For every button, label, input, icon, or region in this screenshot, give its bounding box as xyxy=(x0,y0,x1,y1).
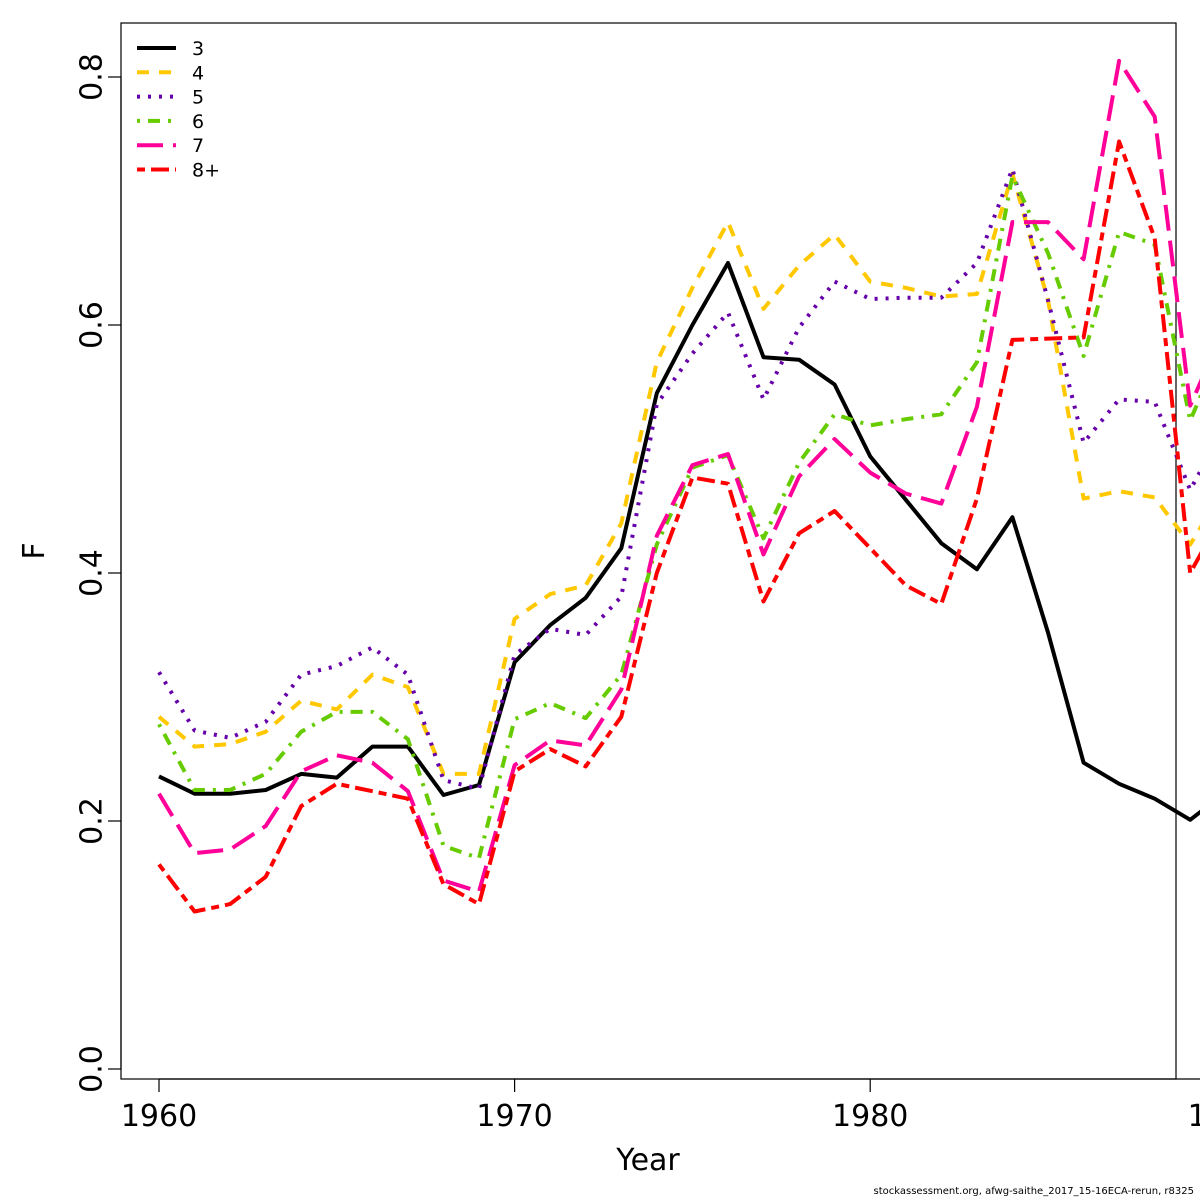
legend-label: 4 xyxy=(192,62,204,84)
legend-label: 5 xyxy=(192,87,204,109)
legend-label: 7 xyxy=(192,135,204,157)
legend-label: 3 xyxy=(192,38,204,60)
y-tick-label: 0.6 xyxy=(75,301,110,349)
series-line-7 xyxy=(157,58,1200,894)
y-axis-title: F xyxy=(17,542,52,559)
x-axis-title: Year xyxy=(615,1143,680,1178)
legend: 34 567 8+ xyxy=(137,38,220,182)
y-tick-label: 0.2 xyxy=(75,797,110,845)
series-line-5 xyxy=(157,166,1200,791)
x-tick-label: 1960 xyxy=(121,1099,197,1134)
footer-credit: stockassessment.org, afwg-saithe_2017_15… xyxy=(873,1186,1195,1197)
legend-label: 6 xyxy=(192,111,204,133)
series-line-4 xyxy=(157,171,1200,776)
series-layer xyxy=(157,58,1200,914)
series-line-8plus xyxy=(157,139,1200,914)
y-tick-label: 0.8 xyxy=(75,53,110,101)
series-line-3 xyxy=(158,261,1200,822)
x-tick-label: 1970 xyxy=(476,1099,552,1134)
plot-frame xyxy=(120,22,1177,1080)
y-tick-label: 0.4 xyxy=(75,549,110,597)
x-tick-label: 1980 xyxy=(832,1099,908,1134)
y-tick-label: 0.0 xyxy=(75,1045,110,1093)
x-tick-label: 1990 xyxy=(1188,1099,1200,1134)
axes: 1960197019801990200020100.00.20.40.60.8 xyxy=(75,53,1200,1134)
legend-label: 8+ xyxy=(192,160,220,182)
